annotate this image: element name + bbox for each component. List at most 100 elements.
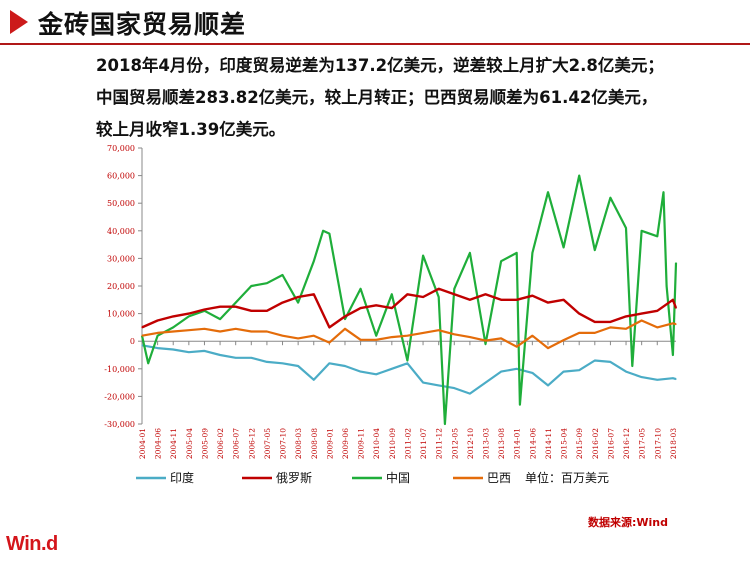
data-point [484, 293, 487, 295]
data-point [297, 301, 299, 304]
data-point [313, 293, 315, 295]
data-point [675, 307, 677, 309]
data-point [662, 191, 665, 193]
y-tick-label: 0 [130, 337, 135, 346]
data-point [406, 362, 409, 364]
data-point [391, 336, 393, 338]
data-point [469, 393, 471, 395]
data-point [297, 365, 299, 367]
x-tick-label: 2013-03 [482, 428, 491, 459]
data-point [313, 260, 315, 262]
data-point [531, 295, 533, 297]
legend-item: 中国 [352, 470, 410, 485]
data-point [578, 175, 580, 177]
legend-label: 印度 [170, 470, 194, 485]
data-point [297, 296, 299, 298]
data-point [147, 362, 149, 364]
data-point [516, 252, 518, 254]
data-point [422, 332, 424, 334]
data-point [531, 372, 533, 374]
data-point [266, 310, 268, 312]
x-tick-label: 2016-12 [622, 428, 631, 459]
data-point [359, 339, 362, 341]
y-tick-label: 10,000 [107, 310, 135, 319]
data-point [531, 335, 533, 337]
data-point [500, 370, 502, 373]
x-tick-label: 2016-02 [591, 428, 600, 459]
data-point [675, 262, 677, 264]
legend-item: 印度 [136, 470, 194, 485]
x-tick-label: 2011-12 [435, 428, 444, 459]
data-point [484, 343, 487, 345]
data-point [313, 335, 315, 337]
data-point [281, 335, 284, 337]
y-tick-label: -20,000 [104, 392, 135, 401]
x-tick-label: 2014-11 [544, 428, 553, 459]
x-tick-label: 2008-08 [310, 428, 319, 459]
data-point [666, 285, 668, 287]
legend-label: 巴西 [487, 471, 511, 485]
data-point [500, 337, 502, 340]
data-point [562, 246, 565, 248]
x-tick-label: 2016-07 [606, 428, 615, 459]
x-tick-label: 2006-12 [247, 428, 256, 459]
data-point [157, 347, 159, 349]
data-point [203, 328, 206, 330]
data-point [469, 336, 471, 338]
y-tick-label: 70,000 [107, 144, 135, 153]
data-point [235, 306, 237, 308]
data-point [375, 304, 377, 306]
data-point [219, 306, 221, 308]
data-point [675, 323, 677, 325]
legend-item: 巴西 [453, 471, 511, 485]
data-point [438, 384, 440, 386]
data-point [235, 328, 237, 330]
data-point [203, 350, 206, 352]
data-point [672, 322, 674, 324]
data-point [672, 354, 674, 356]
data-point [578, 332, 580, 334]
data-point [375, 373, 377, 375]
data-point [141, 344, 143, 346]
data-point [281, 274, 284, 276]
y-tick-label: -30,000 [104, 420, 135, 429]
data-point [172, 315, 174, 317]
y-tick-label: 50,000 [107, 199, 135, 208]
data-point [500, 260, 502, 262]
data-point [172, 330, 174, 333]
data-point [547, 191, 549, 193]
data-point [625, 315, 627, 317]
data-point [235, 357, 237, 359]
data-point [266, 361, 268, 363]
y-tick-label: 60,000 [107, 172, 135, 181]
data-point [438, 329, 440, 331]
title-arrow-icon [10, 10, 28, 34]
data-point [359, 288, 362, 290]
data-point [188, 313, 190, 315]
data-point [235, 301, 237, 304]
data-point [422, 255, 424, 257]
x-tick-label: 2010-04 [372, 428, 381, 459]
description: 2018年4月份，印度贸易逆差为137.2亿美元，逆差较上月扩大2.8亿美元； … [96, 50, 736, 146]
data-point [322, 230, 324, 232]
x-tick-label: 2009-01 [325, 428, 334, 459]
data-point [484, 340, 487, 342]
series-line [141, 287, 678, 329]
data-point [250, 310, 252, 312]
data-point [519, 404, 521, 406]
data-point [328, 232, 330, 235]
data-point [172, 348, 174, 351]
data-point [672, 299, 674, 301]
data-point [328, 326, 330, 328]
data-point [656, 379, 658, 381]
data-point [141, 335, 143, 337]
x-tick-label: 2012-05 [450, 428, 459, 459]
data-point [578, 313, 580, 315]
data-point [266, 282, 268, 284]
data-point [609, 361, 612, 363]
x-tick-label: 2004-01 [138, 428, 147, 459]
data-point [406, 335, 409, 337]
data-point [141, 326, 143, 328]
description-line-2: 中国贸易顺差283.82亿美元，较上月转正；巴西贸易顺差为61.42亿美元， [96, 88, 658, 107]
data-point [453, 288, 455, 290]
